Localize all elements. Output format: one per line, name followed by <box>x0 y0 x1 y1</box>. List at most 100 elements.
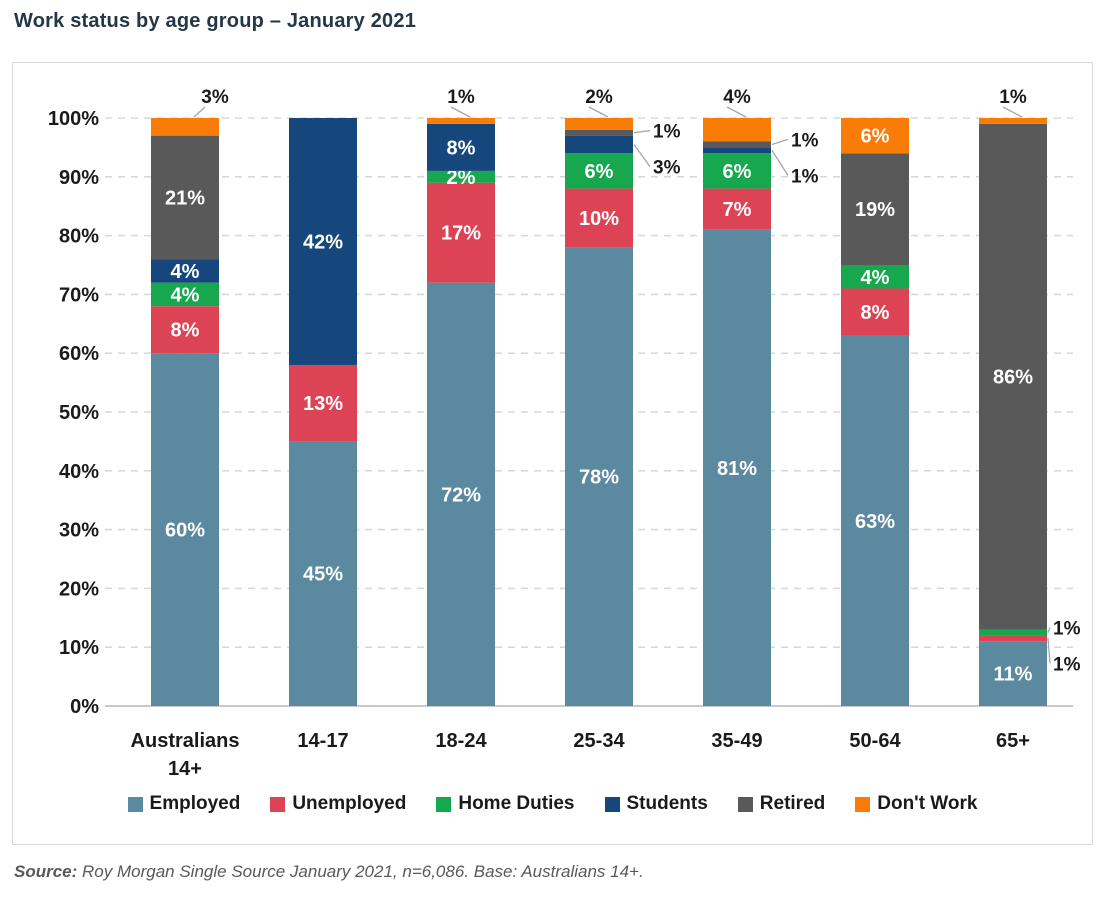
bar-segment <box>289 441 357 706</box>
bar-segment-label: 6% <box>585 161 614 183</box>
source-text: Roy Morgan Single Source January 2021, n… <box>77 862 644 881</box>
bar-segment-label: 6% <box>723 161 752 183</box>
legend-label: Employed <box>149 793 241 814</box>
legend-label: Unemployed <box>292 793 407 814</box>
leader-line <box>450 106 471 118</box>
leader-line <box>1002 106 1023 118</box>
bar-segment <box>979 123 1047 630</box>
bar-segment <box>703 147 771 154</box>
bar-segment-label: 4% <box>171 284 200 306</box>
y-tick-label: 90% <box>59 167 99 189</box>
legend-item: Home Duties <box>436 793 575 815</box>
bar-segment-label: 60% <box>165 520 205 542</box>
bar-segment-label: 8% <box>171 320 200 342</box>
bar-segment <box>151 282 219 307</box>
bar-segment-label: 45% <box>303 564 343 586</box>
y-tick-label: 70% <box>59 284 99 306</box>
bar-segment-label: 86% <box>993 367 1033 389</box>
legend-label: Home Duties <box>458 793 575 814</box>
legend-item: Employed <box>127 793 241 815</box>
bar-segment <box>289 364 357 442</box>
bar-segment-label: 63% <box>855 511 895 533</box>
bar-segment <box>565 135 633 154</box>
bar-segment <box>703 141 771 148</box>
y-tick-label: 10% <box>59 637 99 659</box>
legend-swatch <box>604 796 620 812</box>
bar-segment <box>427 123 495 171</box>
x-axis-label: Australians <box>131 730 240 752</box>
bar-segment <box>427 170 495 183</box>
bar-segment <box>427 182 495 283</box>
leader-line <box>771 149 789 176</box>
bar-segment <box>703 153 771 189</box>
legend-label: Don't Work <box>877 793 978 814</box>
x-axis-label: 14+ <box>168 758 202 780</box>
bar-segment <box>151 306 219 354</box>
bar-segment-label: 4% <box>171 261 200 283</box>
bar-segment-label: 81% <box>717 458 757 480</box>
x-axis-label: 14-17 <box>297 730 348 752</box>
bar-segment <box>841 335 909 706</box>
bar-segment <box>703 229 771 706</box>
bar-segment <box>427 282 495 706</box>
legend-item: Students <box>604 793 708 815</box>
page-title: Work status by age group – January 2021 <box>14 10 417 32</box>
legend-swatch <box>737 796 753 812</box>
bar-segment-label: 8% <box>861 302 890 324</box>
bar-segment <box>565 118 633 130</box>
leader-line <box>771 138 789 146</box>
y-tick-label: 80% <box>59 226 99 248</box>
legend-item: Retired <box>737 793 826 815</box>
stacked-bar-chart: 0% 10% 20% 30% 40% 50% 60% 70% 80% 90% 100% 60% 8% 4%… <box>48 87 1081 780</box>
y-tick-label: 50% <box>59 402 99 424</box>
legend-label: Students <box>626 793 708 814</box>
bar-segment-label: 21% <box>165 187 205 209</box>
legend-item: Don't Work <box>855 793 977 815</box>
callout-label: 1% <box>791 130 819 151</box>
bar-segment <box>979 641 1047 706</box>
bar-segment-label: 6% <box>861 126 890 148</box>
callout-label: 3% <box>201 87 229 108</box>
y-tick-label: 40% <box>59 461 99 483</box>
x-axis-label: 35-49 <box>711 730 762 752</box>
bar-segment-label: 11% <box>994 664 1033 686</box>
bar-segment <box>841 265 909 289</box>
source-note: Source: Roy Morgan Single Source January… <box>14 862 644 882</box>
chart-container: 0% 10% 20% 30% 40% 50% 60% 70% 80% 90% 100% 60% 8% 4%… <box>12 62 1093 845</box>
bar-segment <box>151 135 219 260</box>
legend-label: Retired <box>759 793 826 814</box>
leader-line <box>588 106 609 118</box>
bar-segment <box>703 188 771 230</box>
bar-segment <box>151 353 219 706</box>
legend-swatch <box>127 796 143 812</box>
x-axis-label: 50-64 <box>849 730 901 752</box>
x-axis-label: 18-24 <box>435 730 487 752</box>
leader-line <box>1047 638 1051 664</box>
chart-legend: Employed Unemployed Home Duties Students Ret… <box>13 793 1092 815</box>
bar-segment <box>427 118 495 124</box>
y-tick-label: 20% <box>59 578 99 600</box>
y-tick-label: 100% <box>48 108 99 130</box>
bar-segment <box>151 259 219 283</box>
legend-item: Unemployed <box>270 793 406 815</box>
legend-swatch <box>436 796 452 812</box>
x-axis-label: 25-34 <box>573 730 625 752</box>
bar-segment-label: 78% <box>579 467 619 489</box>
x-axis-label: 65+ <box>996 730 1030 752</box>
legend-swatch <box>270 796 286 812</box>
bar-segment-label: 7% <box>723 199 752 221</box>
bar-segment <box>841 288 909 336</box>
bar-segment-label: 8% <box>447 137 476 159</box>
bar-segment-label: 17% <box>441 223 481 245</box>
callout-label: 3% <box>653 158 681 179</box>
y-tick-label: 30% <box>59 520 99 542</box>
callout-label: 1% <box>1053 618 1081 639</box>
bar-segment-label: 42% <box>303 231 343 253</box>
leader-line <box>193 106 206 118</box>
source-label: Source: <box>14 862 78 881</box>
bar-segment <box>565 153 633 189</box>
callout-label: 1% <box>999 87 1027 108</box>
bar-segment <box>979 635 1047 642</box>
leader-line <box>726 106 747 118</box>
bar-segment-label: 19% <box>855 199 895 221</box>
